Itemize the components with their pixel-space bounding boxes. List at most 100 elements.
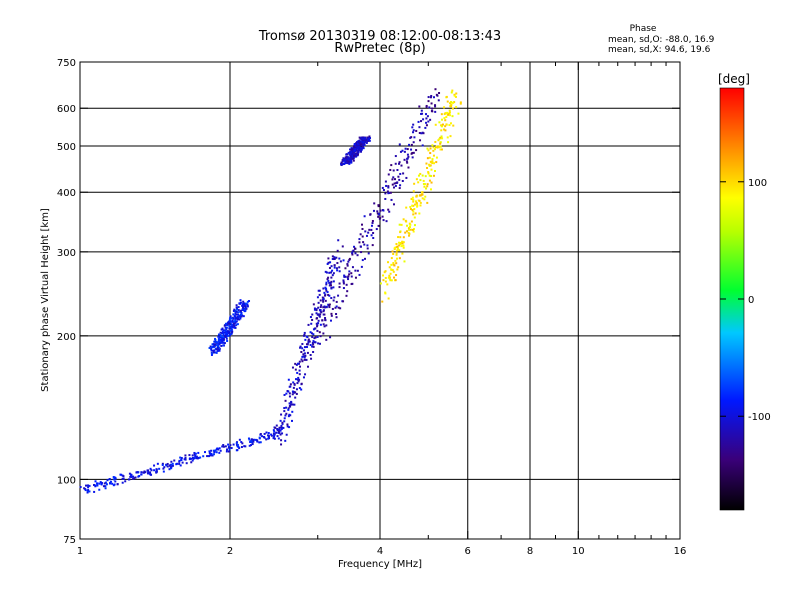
data-point bbox=[212, 349, 215, 352]
data-point bbox=[350, 275, 353, 278]
data-point bbox=[434, 105, 437, 108]
data-point bbox=[351, 250, 354, 253]
data-point bbox=[87, 484, 90, 487]
data-point bbox=[180, 457, 183, 460]
data-point bbox=[132, 475, 135, 478]
data-point bbox=[361, 235, 364, 238]
data-point bbox=[300, 382, 303, 385]
data-point bbox=[404, 147, 407, 150]
data-point bbox=[209, 454, 212, 457]
data-point bbox=[246, 303, 249, 306]
data-point bbox=[217, 335, 220, 338]
x-tick-label: 10 bbox=[572, 546, 585, 557]
data-point bbox=[226, 330, 229, 333]
data-point bbox=[329, 271, 332, 274]
data-point bbox=[277, 437, 280, 440]
data-point bbox=[210, 347, 213, 350]
data-point bbox=[414, 212, 417, 215]
data-point bbox=[239, 310, 242, 313]
data-point bbox=[128, 472, 131, 475]
data-point bbox=[98, 488, 101, 491]
data-point bbox=[347, 151, 350, 154]
data-point bbox=[343, 275, 346, 278]
data-point bbox=[108, 478, 111, 481]
data-point bbox=[327, 276, 330, 279]
data-point bbox=[170, 460, 173, 463]
y-tick-label: 75 bbox=[63, 535, 76, 546]
data-point bbox=[427, 120, 430, 123]
data-point bbox=[424, 175, 427, 178]
data-point bbox=[311, 335, 314, 338]
data-point bbox=[425, 117, 428, 120]
data-point bbox=[327, 257, 330, 260]
data-point bbox=[104, 481, 107, 484]
data-point bbox=[272, 437, 275, 440]
data-point bbox=[296, 371, 299, 374]
data-point bbox=[397, 175, 400, 178]
data-point bbox=[278, 431, 281, 434]
data-point bbox=[420, 120, 423, 123]
data-point bbox=[423, 198, 426, 201]
data-point bbox=[239, 309, 242, 312]
data-point bbox=[401, 179, 404, 182]
data-point bbox=[403, 150, 406, 153]
data-point bbox=[332, 280, 335, 283]
data-point bbox=[330, 265, 333, 268]
data-point bbox=[399, 172, 402, 175]
data-point bbox=[353, 153, 356, 156]
data-point bbox=[297, 376, 300, 379]
data-point bbox=[96, 484, 99, 487]
data-point bbox=[440, 113, 443, 116]
data-point bbox=[438, 121, 441, 124]
data-point bbox=[86, 491, 89, 494]
data-point bbox=[252, 439, 255, 442]
data-point bbox=[324, 286, 327, 289]
data-point bbox=[431, 110, 434, 113]
data-point bbox=[266, 434, 269, 437]
data-point bbox=[353, 143, 356, 146]
data-point bbox=[350, 272, 353, 275]
data-point bbox=[292, 386, 295, 389]
data-point bbox=[230, 447, 233, 450]
data-point bbox=[291, 410, 294, 413]
data-point bbox=[259, 441, 262, 444]
x-tick-label: 16 bbox=[674, 546, 687, 557]
x-tick-label: 1 bbox=[77, 546, 83, 557]
data-point bbox=[437, 99, 440, 102]
data-point bbox=[197, 456, 200, 459]
data-point bbox=[410, 198, 413, 201]
data-point bbox=[208, 452, 211, 455]
data-point bbox=[346, 156, 349, 159]
data-point bbox=[317, 319, 320, 322]
data-point bbox=[348, 273, 351, 276]
data-point bbox=[333, 264, 336, 267]
data-point bbox=[234, 321, 237, 324]
data-point bbox=[305, 343, 308, 346]
data-point bbox=[116, 483, 119, 486]
data-point bbox=[398, 257, 401, 260]
data-point bbox=[412, 200, 415, 203]
data-point bbox=[388, 277, 391, 280]
data-point bbox=[284, 399, 287, 402]
data-point bbox=[301, 342, 304, 345]
data-point bbox=[273, 430, 276, 433]
data-point bbox=[307, 339, 310, 342]
data-point bbox=[303, 356, 306, 359]
data-point bbox=[211, 352, 214, 355]
data-point bbox=[291, 366, 294, 369]
data-point bbox=[195, 457, 198, 460]
data-point bbox=[363, 143, 366, 146]
data-point bbox=[318, 315, 321, 318]
data-point bbox=[387, 297, 390, 300]
data-point bbox=[365, 141, 368, 144]
data-point bbox=[317, 301, 320, 304]
data-point bbox=[401, 149, 404, 152]
data-point bbox=[426, 147, 429, 150]
data-point bbox=[370, 228, 373, 231]
data-point bbox=[392, 252, 395, 255]
data-point bbox=[439, 136, 442, 139]
data-point bbox=[287, 408, 290, 411]
data-point bbox=[360, 251, 363, 254]
data-point bbox=[256, 440, 259, 443]
data-point bbox=[354, 269, 357, 272]
